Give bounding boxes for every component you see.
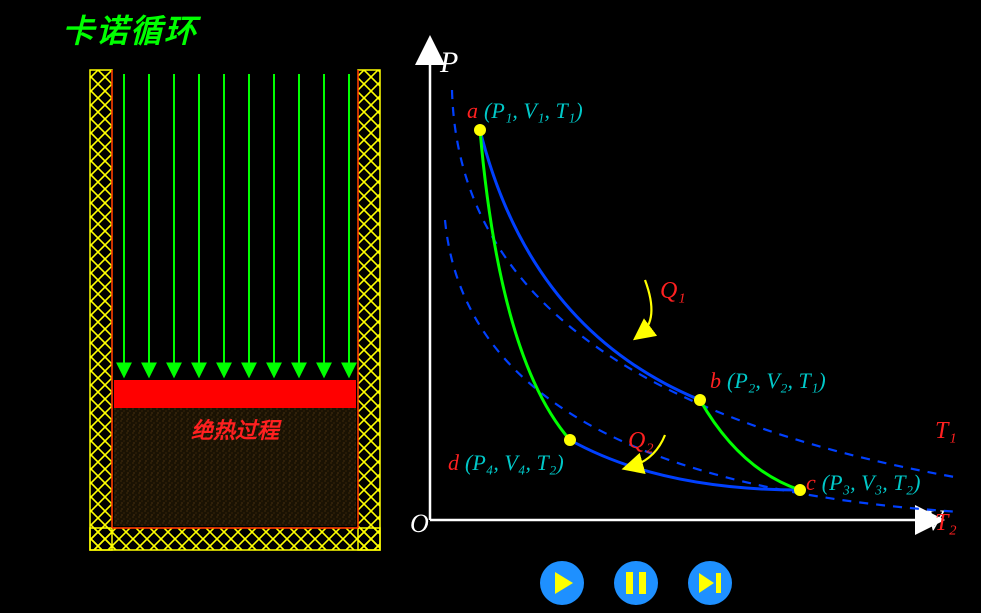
- svg-text:a(P₁, V₁, T₁): a(P₁, V₁, T₁): [467, 98, 583, 123]
- label-a-state: (P₁, V₁, T₁): [484, 98, 583, 123]
- point-a: [474, 124, 486, 136]
- play-icon: [555, 572, 573, 594]
- svg-text:d(P₄, V₄, T₂): d(P₄, V₄, T₂): [448, 450, 564, 475]
- point-b: [694, 394, 706, 406]
- point-c: [794, 484, 806, 496]
- next-button[interactable]: [688, 561, 732, 605]
- q1-label: Q₁: [660, 278, 686, 304]
- svg-text:c(P₃, V₃, T₂): c(P₃, V₃, T₂): [806, 470, 920, 495]
- axis-label-p: P: [439, 46, 458, 79]
- pause-button[interactable]: [614, 561, 658, 605]
- label-a-name: a: [467, 98, 478, 123]
- label-d-state: (P₄, V₄, T₂): [465, 450, 564, 475]
- pv-graph: P V O a(P₁, V₁, T₁): [410, 46, 960, 538]
- next-icon: [699, 573, 721, 593]
- piston: [114, 380, 356, 408]
- label-d-name: d: [448, 450, 460, 475]
- q1-arrow: [640, 280, 651, 335]
- curve-ab: [480, 130, 700, 400]
- point-d: [564, 434, 576, 446]
- label-b-state: (P₂, V₂, T₁): [727, 368, 826, 393]
- play-button[interactable]: [540, 561, 584, 605]
- curve-bc: [700, 400, 800, 490]
- pause-icon: [626, 572, 646, 594]
- force-arrows: [124, 74, 349, 372]
- svg-text:b(P₂, V₂, T₁): b(P₂, V₂, T₁): [710, 368, 826, 393]
- cylinder-diagram: 绝热过程 P V O: [0, 0, 981, 613]
- label-c-name: c: [806, 470, 816, 495]
- t1-label: T₁: [935, 418, 957, 444]
- label-c-state: (P₃, V₃, T₂): [822, 470, 921, 495]
- t2-label: T₂: [935, 510, 957, 536]
- gas-label: 绝热过程: [191, 418, 282, 443]
- isotherm-t1-dashed: [452, 90, 960, 478]
- playback-controls: [540, 561, 732, 605]
- axis-label-o: O: [410, 509, 429, 538]
- q2-label: Q₂: [628, 428, 654, 454]
- label-b-name: b: [710, 368, 721, 393]
